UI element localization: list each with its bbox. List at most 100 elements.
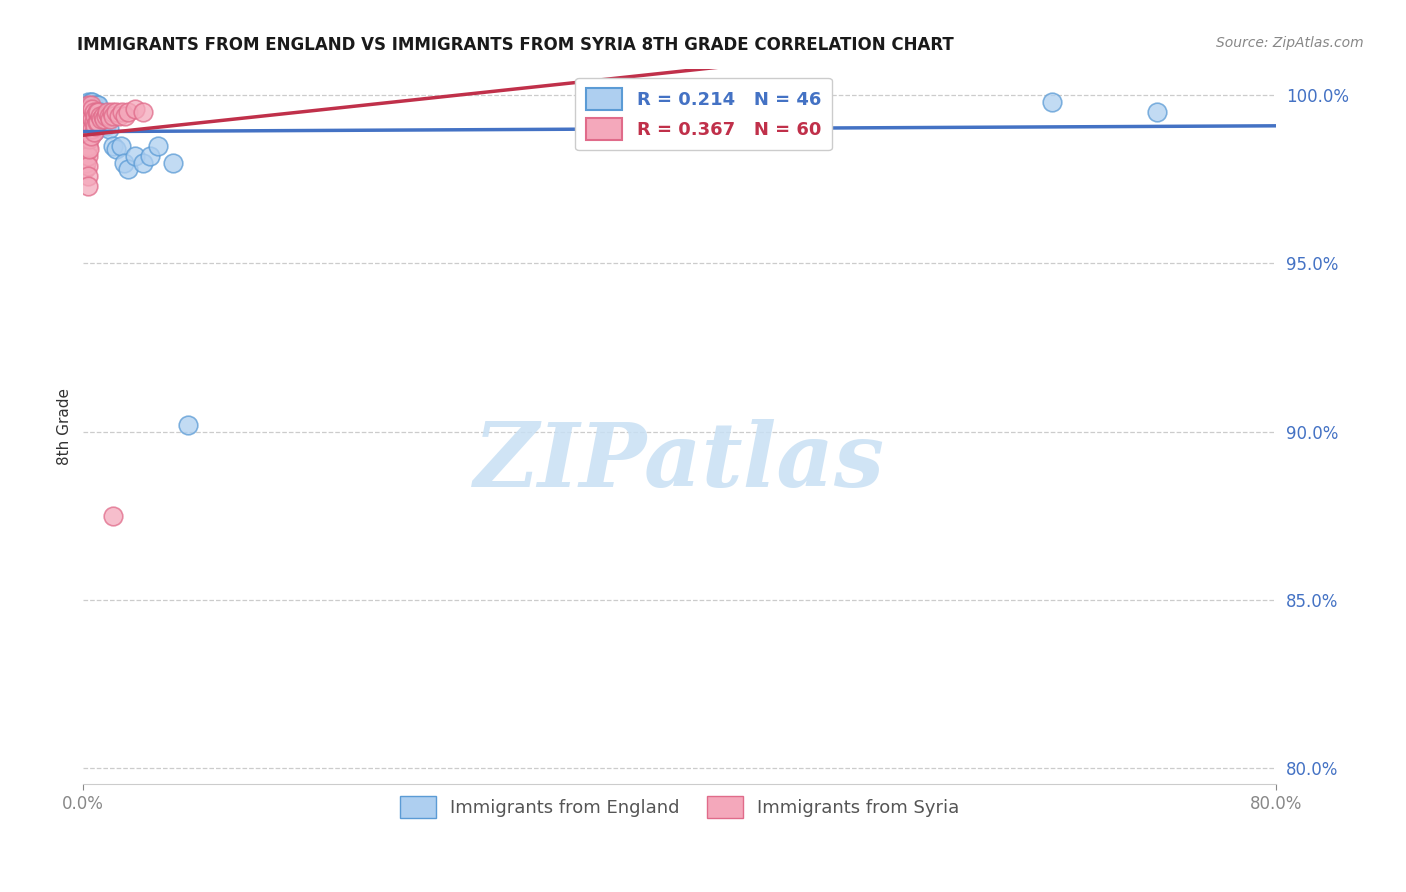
Point — [176, 417, 198, 432]
Point — [77, 122, 100, 136]
Point — [101, 508, 124, 523]
Point — [111, 105, 134, 120]
Point — [76, 169, 98, 183]
Point — [114, 109, 136, 123]
Text: Source: ZipAtlas.com: Source: ZipAtlas.com — [1216, 36, 1364, 50]
Point — [80, 105, 103, 120]
Point — [76, 159, 98, 173]
Point — [93, 112, 115, 126]
Point — [83, 125, 105, 139]
Text: ZIPatlas: ZIPatlas — [474, 419, 886, 506]
Point — [80, 125, 103, 139]
Point — [77, 132, 100, 146]
Point — [90, 109, 112, 123]
Point — [73, 112, 96, 126]
Point — [73, 98, 96, 112]
Legend: Immigrants from England, Immigrants from Syria: Immigrants from England, Immigrants from… — [392, 789, 967, 825]
Point — [90, 112, 112, 126]
Point — [1042, 95, 1064, 109]
Point — [84, 119, 107, 133]
Point — [84, 115, 107, 129]
Point — [132, 155, 155, 169]
Point — [76, 149, 98, 163]
Point — [76, 98, 98, 112]
Point — [75, 115, 97, 129]
Point — [124, 102, 146, 116]
Point — [87, 112, 110, 126]
Point — [73, 153, 96, 167]
Point — [124, 149, 146, 163]
Point — [80, 98, 103, 112]
Point — [80, 128, 103, 143]
Point — [139, 149, 162, 163]
Point — [101, 138, 124, 153]
Point — [83, 115, 105, 129]
Point — [73, 109, 96, 123]
Point — [117, 162, 139, 177]
Point — [97, 122, 120, 136]
Point — [80, 95, 103, 109]
Point — [76, 128, 98, 143]
Point — [86, 98, 108, 112]
Point — [73, 162, 96, 177]
Point — [108, 109, 131, 123]
Text: IMMIGRANTS FROM ENGLAND VS IMMIGRANTS FROM SYRIA 8TH GRADE CORRELATION CHART: IMMIGRANTS FROM ENGLAND VS IMMIGRANTS FR… — [77, 36, 955, 54]
Point — [76, 119, 98, 133]
Point — [73, 142, 96, 156]
Point — [86, 115, 108, 129]
Point — [75, 145, 97, 160]
Point — [84, 109, 107, 123]
Point — [82, 112, 104, 126]
Point — [76, 95, 98, 109]
Point — [110, 138, 132, 153]
Point — [76, 138, 98, 153]
Point — [75, 102, 97, 116]
Point — [105, 142, 128, 156]
Y-axis label: 8th Grade: 8th Grade — [58, 388, 72, 465]
Point — [1146, 105, 1168, 120]
Point — [76, 109, 98, 123]
Point — [132, 105, 155, 120]
Point — [86, 112, 108, 126]
Point — [82, 95, 104, 109]
Point — [93, 115, 115, 129]
Point — [89, 109, 111, 123]
Point — [101, 109, 124, 123]
Point — [87, 98, 110, 112]
Point — [80, 119, 103, 133]
Point — [82, 122, 104, 136]
Point — [75, 155, 97, 169]
Point — [75, 125, 97, 139]
Point — [82, 122, 104, 136]
Point — [96, 105, 118, 120]
Point — [77, 142, 100, 156]
Point — [91, 112, 114, 126]
Point — [75, 105, 97, 120]
Point — [77, 98, 100, 112]
Point — [76, 179, 98, 194]
Point — [77, 112, 100, 126]
Point — [80, 109, 103, 123]
Point — [97, 109, 120, 123]
Point — [83, 112, 105, 126]
Point — [86, 105, 108, 120]
Point — [87, 115, 110, 129]
Point — [112, 155, 135, 169]
Point — [89, 105, 111, 120]
Point — [82, 109, 104, 123]
Point — [75, 112, 97, 126]
Point — [98, 112, 121, 126]
Point — [83, 125, 105, 139]
Point — [105, 105, 128, 120]
Point — [146, 138, 169, 153]
Point — [76, 105, 98, 120]
Point — [76, 119, 98, 133]
Point — [162, 155, 184, 169]
Point — [82, 102, 104, 116]
Point — [87, 105, 110, 120]
Point — [73, 132, 96, 146]
Point — [73, 122, 96, 136]
Point — [84, 102, 107, 116]
Point — [77, 109, 100, 123]
Point — [117, 105, 139, 120]
